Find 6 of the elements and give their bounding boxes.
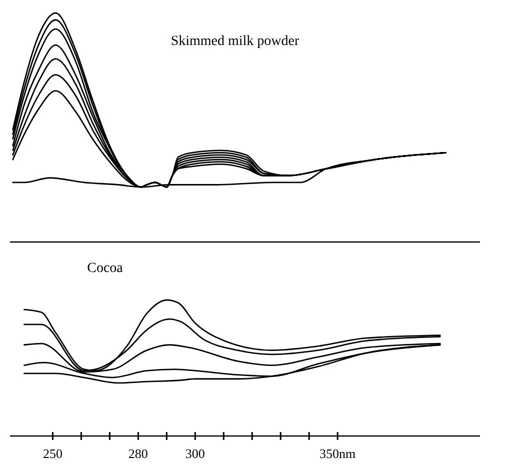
x-tick-label: 300 — [185, 446, 205, 461]
x-tick-label: 280 — [128, 446, 148, 461]
chart-title: Cocoa — [87, 261, 124, 276]
text: Skimmed milk powder — [170, 34, 300, 49]
x-tick-label: 350nm — [320, 446, 356, 461]
x-tick-label: 250 — [42, 446, 62, 461]
